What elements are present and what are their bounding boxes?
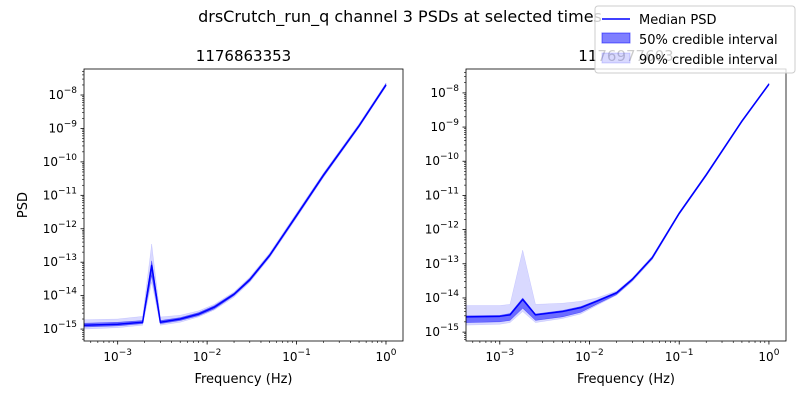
x-tick-label-left: 10−3 xyxy=(103,348,132,364)
plot-area-right xyxy=(466,82,770,326)
y-tick-label-right: 10−11 xyxy=(425,186,459,202)
panel-right: 1176977603 Frequency (Hz) 10−310−210−110… xyxy=(425,47,787,387)
median-line-right xyxy=(466,83,770,318)
band-50-left xyxy=(84,82,387,328)
y-tick-label-right: 10−15 xyxy=(425,323,459,339)
legend-label-90: 90% credible interval xyxy=(639,53,778,68)
x-tick-label-right: 10−2 xyxy=(575,348,604,364)
y-tick-label-left: 10−9 xyxy=(48,119,77,135)
y-tick-label-right: 10−13 xyxy=(425,255,459,271)
y-tick-label-left: 10−15 xyxy=(43,320,77,336)
x-tick-label-right: 100 xyxy=(758,348,779,364)
y-tick-label-left: 10−13 xyxy=(43,253,77,269)
legend-swatch-50 xyxy=(601,32,631,44)
y-tick-label-right: 10−8 xyxy=(430,84,459,100)
y-tick-label-right: 10−12 xyxy=(425,221,459,237)
x-tick-label-right: 10−1 xyxy=(665,348,694,364)
y-tick-label-left: 10−10 xyxy=(43,153,78,169)
y-tick-label-right: 10−10 xyxy=(425,152,460,168)
legend-swatch-90 xyxy=(601,52,631,64)
x-tick-label-left: 10−2 xyxy=(193,348,222,364)
axes-frame-left xyxy=(83,68,404,342)
x-axis-label-left: Frequency (Hz) xyxy=(194,372,292,387)
y-tick-label-right: 10−14 xyxy=(425,289,460,305)
figure-suptitle: drsCrutch_run_q channel 3 PSDs at select… xyxy=(198,7,602,27)
legend: Median PSD 50% credible interval 90% cre… xyxy=(594,5,796,74)
x-tick-label-left: 10−1 xyxy=(282,348,311,364)
panel-title-left: 1176863353 xyxy=(196,47,291,65)
band-90-left xyxy=(84,82,387,330)
x-tick-label-right: 10−3 xyxy=(486,348,515,364)
y-tick-label-left: 10−8 xyxy=(48,86,77,102)
x-axis-label-right: Frequency (Hz) xyxy=(577,372,675,387)
panel-left: 1176863353 Frequency (Hz) PSD 10−3 10−2 10… xyxy=(16,47,404,387)
y-tick-label-right: 10−9 xyxy=(430,118,459,134)
y-tick-label-left: 10−11 xyxy=(43,186,77,202)
y-tick-label-left: 10−12 xyxy=(43,220,77,236)
legend-label-median: Median PSD xyxy=(639,13,717,28)
median-line-left xyxy=(84,84,387,327)
y-tick-label-left: 10−14 xyxy=(43,287,78,303)
x-tick-label-left: 100 xyxy=(375,348,396,364)
legend-frame xyxy=(594,5,796,74)
y-axis-label-left: PSD xyxy=(16,192,31,218)
plot-area-left xyxy=(84,82,387,330)
legend-label-50: 50% credible interval xyxy=(639,33,778,48)
band-90-right xyxy=(466,82,770,326)
band-50-right xyxy=(466,82,770,323)
